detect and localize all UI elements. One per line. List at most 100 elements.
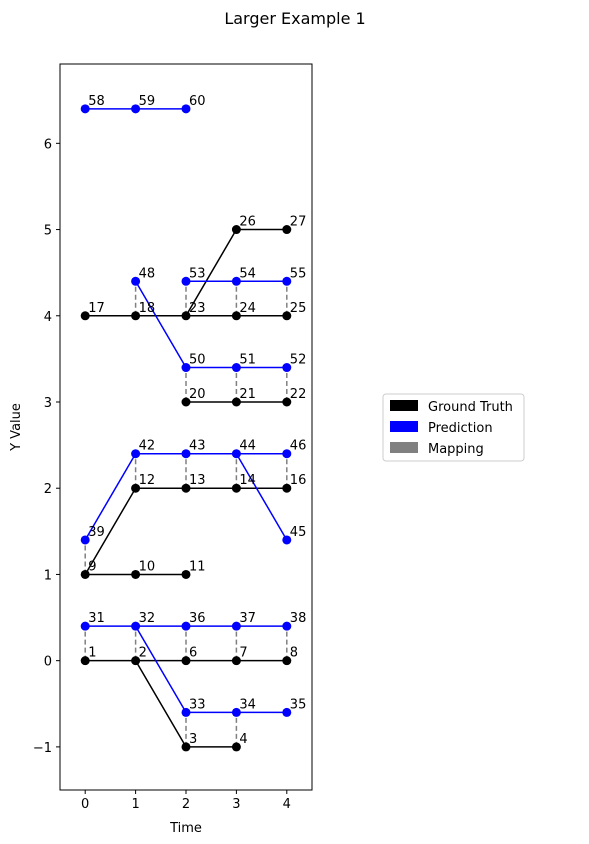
node-label: 44 xyxy=(239,439,256,454)
x-tick-label: 1 xyxy=(131,797,139,812)
node xyxy=(282,483,292,493)
node-label: 39 xyxy=(88,525,105,540)
legend-swatch xyxy=(390,421,418,432)
node xyxy=(282,311,292,321)
node xyxy=(181,621,191,631)
node xyxy=(131,621,141,631)
node xyxy=(80,569,90,579)
y-tick-label: 4 xyxy=(44,310,52,325)
node xyxy=(181,276,191,286)
node xyxy=(131,569,141,579)
legend-swatch xyxy=(390,400,418,411)
chart-title: Larger Example 1 xyxy=(224,9,365,28)
y-tick-label: −1 xyxy=(33,741,52,756)
node-label: 18 xyxy=(139,301,156,316)
node xyxy=(282,225,292,235)
node xyxy=(181,483,191,493)
node xyxy=(131,276,141,286)
node xyxy=(231,707,241,717)
node-label: 58 xyxy=(88,94,105,109)
node xyxy=(231,621,241,631)
node-label: 7 xyxy=(239,646,247,661)
node-label: 13 xyxy=(189,473,206,488)
node-label: 20 xyxy=(189,387,206,402)
node-label: 26 xyxy=(239,215,256,230)
node-label: 33 xyxy=(189,697,206,712)
edge-line xyxy=(84,452,287,541)
node xyxy=(181,449,191,459)
node-label: 43 xyxy=(189,439,206,454)
node xyxy=(282,449,292,459)
node-label: 3 xyxy=(189,732,197,747)
node-label: 42 xyxy=(139,439,156,454)
legend-swatch xyxy=(390,442,418,453)
edge-line xyxy=(84,487,287,575)
node xyxy=(181,742,191,752)
node-label: 38 xyxy=(290,611,307,626)
legend-box xyxy=(382,393,525,462)
node xyxy=(80,621,90,631)
node-label: 55 xyxy=(290,266,307,281)
x-tick-label: 2 xyxy=(182,797,190,812)
node xyxy=(80,656,90,666)
node-label: 11 xyxy=(189,559,206,574)
node-label: 37 xyxy=(239,611,256,626)
legend-label: Prediction xyxy=(428,421,493,436)
node xyxy=(181,569,191,579)
node xyxy=(80,311,90,321)
node-label: 24 xyxy=(239,301,256,316)
node xyxy=(231,483,241,493)
node xyxy=(80,104,90,114)
node-label: 12 xyxy=(139,473,156,488)
node xyxy=(282,276,292,286)
node xyxy=(131,449,141,459)
y-tick-label: 0 xyxy=(44,655,52,670)
edge-line xyxy=(134,625,287,714)
node xyxy=(181,707,191,717)
node-label: 59 xyxy=(139,94,156,109)
node-label: 17 xyxy=(88,301,105,316)
node-label: 35 xyxy=(290,697,307,712)
node xyxy=(282,621,292,631)
node xyxy=(231,276,241,286)
node-label: 36 xyxy=(189,611,206,626)
node-label: 46 xyxy=(290,439,307,454)
y-tick-label: 1 xyxy=(44,568,52,583)
y-tick-label: 5 xyxy=(44,224,52,239)
node xyxy=(181,656,191,666)
node-label: 54 xyxy=(239,266,256,281)
node-label: 4 xyxy=(239,732,247,747)
node-label: 2 xyxy=(139,646,147,661)
node-label: 8 xyxy=(290,646,298,661)
node-label: 50 xyxy=(189,353,206,368)
node xyxy=(181,104,191,114)
node-label: 60 xyxy=(189,94,206,109)
node-label: 53 xyxy=(189,266,206,281)
node xyxy=(231,397,241,407)
node xyxy=(181,311,191,321)
node-label: 51 xyxy=(239,353,256,368)
plot-area xyxy=(59,63,313,791)
x-tick-label: 0 xyxy=(81,797,89,812)
node xyxy=(231,449,241,459)
node xyxy=(181,363,191,373)
node xyxy=(282,397,292,407)
node xyxy=(282,656,292,666)
node-label: 16 xyxy=(290,473,307,488)
node-label: 31 xyxy=(88,611,105,626)
node-label: 48 xyxy=(139,266,156,281)
node-label: 22 xyxy=(290,387,307,402)
node xyxy=(131,483,141,493)
node xyxy=(131,656,141,666)
node-label: 34 xyxy=(239,697,256,712)
node xyxy=(181,397,191,407)
node xyxy=(231,656,241,666)
node-label: 9 xyxy=(88,559,96,574)
node-label: 32 xyxy=(139,611,156,626)
node-label: 25 xyxy=(290,301,307,316)
x-tick-label: 3 xyxy=(232,797,240,812)
y-tick-label: 6 xyxy=(44,137,52,152)
node xyxy=(282,535,292,545)
